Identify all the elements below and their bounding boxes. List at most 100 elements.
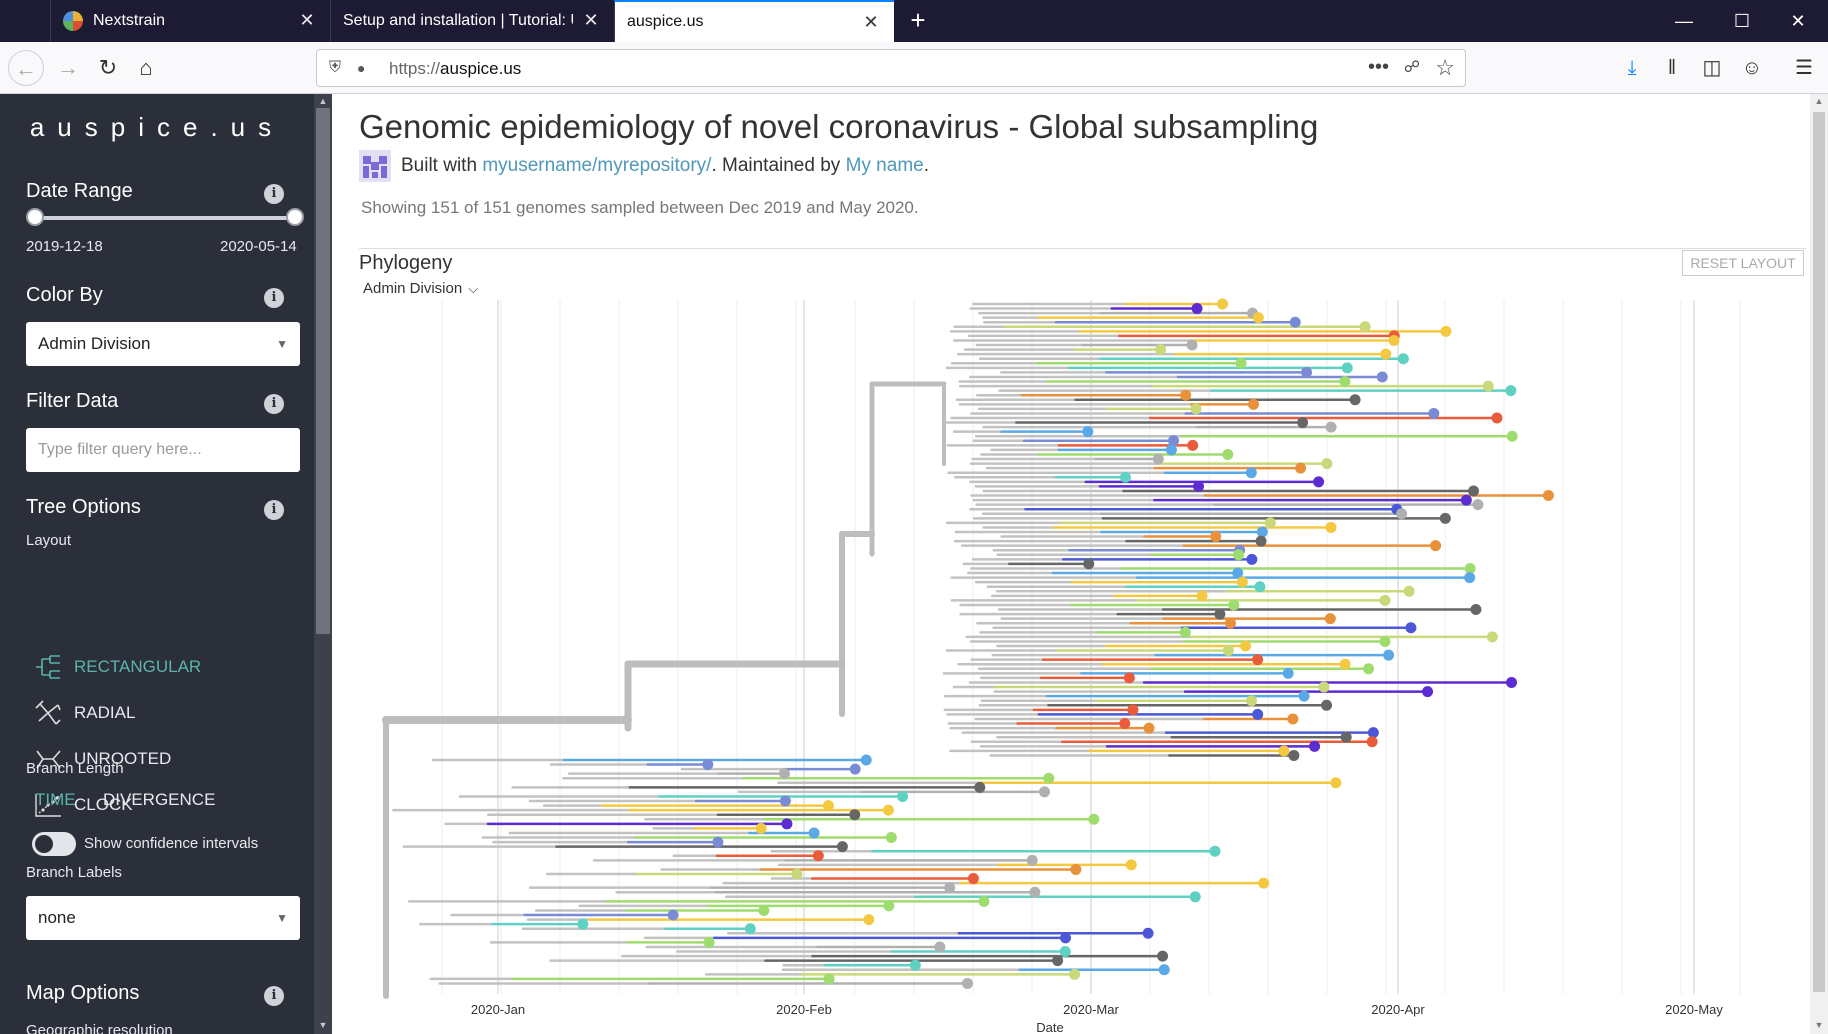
- info-icon[interactable]: i: [264, 500, 284, 520]
- tree-tip[interactable]: [1295, 462, 1307, 474]
- date-range-slider[interactable]: [34, 216, 294, 220]
- page-scrollbar[interactable]: ▲ ▼: [1810, 94, 1828, 1034]
- tree-tip[interactable]: [1210, 531, 1222, 543]
- tree-tip[interactable]: [1486, 631, 1498, 643]
- tree-tip[interactable]: [779, 795, 791, 807]
- tree-tip[interactable]: [1301, 366, 1313, 378]
- reload-icon[interactable]: ↻: [98, 55, 118, 80]
- close-icon[interactable]: ✕: [299, 10, 315, 30]
- tree-tip[interactable]: [978, 895, 990, 907]
- tree-tip[interactable]: [1255, 535, 1267, 547]
- date-range-start-handle[interactable]: [26, 208, 44, 226]
- tree-tip[interactable]: [1187, 439, 1199, 451]
- tree-tip[interactable]: [1470, 604, 1482, 616]
- tree-tip[interactable]: [1254, 581, 1266, 593]
- tree-tip[interactable]: [860, 754, 872, 766]
- tree-tip[interactable]: [791, 868, 803, 880]
- tree-tip[interactable]: [1367, 727, 1379, 739]
- tree-tip[interactable]: [1403, 585, 1415, 597]
- tree-tip[interactable]: [1059, 946, 1071, 958]
- lock-icon[interactable]: ●: [357, 60, 366, 76]
- scroll-down-icon[interactable]: ▼: [1814, 1020, 1824, 1030]
- tree-tip[interactable]: [1043, 772, 1055, 784]
- tree-tip[interactable]: [1482, 380, 1494, 392]
- tree-tip[interactable]: [1168, 435, 1180, 447]
- tree-tip[interactable]: [1256, 526, 1268, 538]
- tree-tip[interactable]: [1383, 649, 1395, 661]
- close-icon[interactable]: ✕: [863, 12, 879, 32]
- tree-tip[interactable]: [1189, 891, 1201, 903]
- tree-color-by-dropdown[interactable]: Admin Division ⌵: [363, 280, 478, 297]
- tree-tip[interactable]: [1321, 699, 1333, 711]
- tree-tip[interactable]: [1366, 736, 1378, 748]
- tree-tip[interactable]: [1248, 398, 1260, 410]
- tree-tip[interactable]: [1069, 968, 1081, 980]
- tree-tip[interactable]: [1209, 845, 1221, 857]
- info-icon[interactable]: i: [264, 986, 284, 1006]
- tree-tip[interactable]: [1330, 777, 1342, 789]
- tree-tip[interactable]: [1313, 476, 1325, 488]
- scroll-up-icon[interactable]: ▲: [1814, 96, 1824, 106]
- tree-tip[interactable]: [1224, 617, 1236, 629]
- tree-tip[interactable]: [944, 882, 956, 894]
- tree-tip[interactable]: [1379, 635, 1391, 647]
- tree-tip[interactable]: [1235, 357, 1247, 369]
- tree-tip[interactable]: [974, 781, 986, 793]
- tree-tip[interactable]: [1506, 430, 1518, 442]
- tree-tip[interactable]: [1222, 645, 1234, 657]
- tree-tip[interactable]: [1359, 321, 1371, 333]
- shield-icon[interactable]: ⛨: [328, 59, 341, 76]
- close-icon[interactable]: ✕: [583, 10, 599, 30]
- tree-tip[interactable]: [1321, 458, 1333, 470]
- layout-clock[interactable]: CLOCK: [34, 790, 133, 820]
- tree-tip[interactable]: [755, 822, 767, 834]
- tab-nextstrain[interactable]: Nextstrain ✕: [50, 0, 330, 42]
- tree-tip[interactable]: [909, 959, 921, 971]
- tree-tip[interactable]: [1380, 348, 1392, 360]
- tree-tip[interactable]: [1083, 558, 1095, 570]
- tree-tip[interactable]: [1179, 626, 1191, 638]
- tree-tip[interactable]: [1252, 654, 1264, 666]
- tree-tip[interactable]: [1396, 508, 1408, 520]
- confidence-intervals-toggle[interactable]: [32, 832, 76, 856]
- tree-tip[interactable]: [577, 918, 589, 930]
- tree-tip[interactable]: [1282, 667, 1294, 679]
- tree-tip[interactable]: [1127, 704, 1139, 716]
- tree-tip[interactable]: [822, 800, 834, 812]
- tree-tip[interactable]: [836, 841, 848, 853]
- tree-tip[interactable]: [1246, 553, 1258, 565]
- tab-tutorial[interactable]: Setup and installation | Tutorial: Using…: [330, 0, 614, 42]
- tree-tip[interactable]: [1196, 590, 1208, 602]
- branch-length-divergence-button[interactable]: DIVERGENCE: [103, 790, 216, 809]
- phylogeny-tree[interactable]: 2020-Jan 2020-Feb 2020-Mar 2020-Apr 2020…: [332, 244, 1810, 1034]
- tree-tip[interactable]: [1119, 718, 1131, 730]
- layout-radial[interactable]: RADIAL: [34, 698, 135, 728]
- tree-tip[interactable]: [1123, 672, 1135, 684]
- tree-tip[interactable]: [1376, 371, 1388, 383]
- tree-tip[interactable]: [1379, 594, 1391, 606]
- tree-tip[interactable]: [1339, 376, 1351, 388]
- forward-arrow-icon[interactable]: →: [57, 55, 79, 80]
- new-tab-icon[interactable]: +: [910, 5, 926, 35]
- tree-tip[interactable]: [1088, 813, 1100, 825]
- reset-layout-button[interactable]: RESET LAYOUT: [1682, 250, 1804, 276]
- scroll-down-icon[interactable]: ▼: [318, 1020, 328, 1030]
- maintainer-link[interactable]: My name: [845, 155, 924, 176]
- url-bar[interactable]: ⛨ ● https://auspice.us ••• ☍ ☆: [316, 49, 1466, 87]
- tree-tip[interactable]: [1460, 494, 1472, 506]
- info-icon[interactable]: i: [264, 288, 284, 308]
- tree-tip[interactable]: [1246, 695, 1258, 707]
- tree-tip[interactable]: [1506, 676, 1518, 688]
- tree-tip[interactable]: [1430, 540, 1442, 552]
- tree-tip[interactable]: [1157, 950, 1169, 962]
- layout-unrooted[interactable]: UNROOTED: [34, 744, 171, 774]
- tree-tip[interactable]: [1264, 517, 1276, 529]
- tree-tip[interactable]: [781, 818, 793, 830]
- tree-tip[interactable]: [758, 904, 770, 916]
- tree-tip[interactable]: [778, 768, 790, 780]
- tree-tip[interactable]: [1228, 599, 1240, 611]
- tree-tip[interactable]: [1143, 722, 1155, 734]
- tree-tip[interactable]: [1325, 421, 1337, 433]
- tree-tip[interactable]: [1070, 863, 1082, 875]
- url-text[interactable]: https://auspice.us: [389, 59, 522, 78]
